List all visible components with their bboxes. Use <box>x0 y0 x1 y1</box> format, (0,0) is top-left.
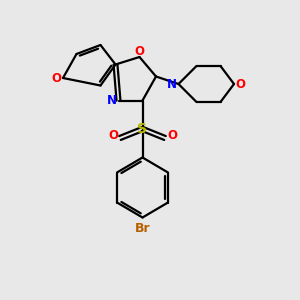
Text: O: O <box>108 129 118 142</box>
Text: O: O <box>51 71 62 85</box>
Text: N: N <box>107 94 117 107</box>
Text: O: O <box>236 77 246 91</box>
Text: O: O <box>134 45 145 58</box>
Text: N: N <box>167 77 177 91</box>
Text: O: O <box>167 129 177 142</box>
Text: Br: Br <box>135 221 150 235</box>
Text: S: S <box>137 122 148 136</box>
